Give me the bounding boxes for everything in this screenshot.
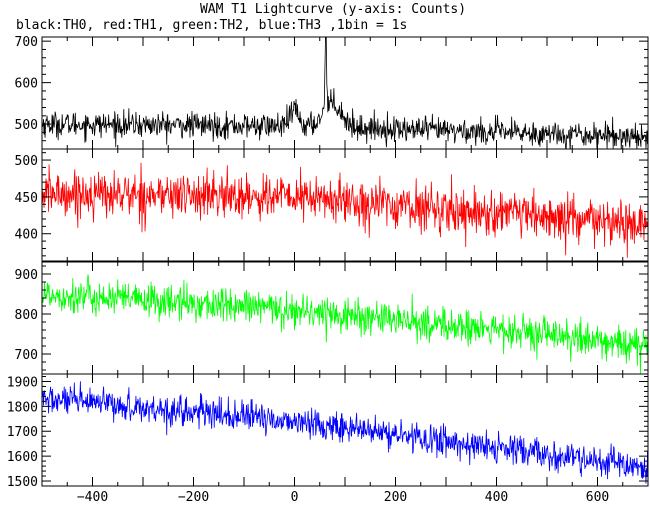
y-tick-label: 700 [15, 348, 38, 363]
panel-frame [41, 36, 649, 150]
series-line-th0 [42, 37, 648, 149]
x-tick-label: 0 [291, 490, 299, 505]
y-tick-label: 400 [15, 228, 38, 243]
y-tick-label: 600 [15, 77, 38, 92]
series-line-th2 [42, 274, 648, 374]
x-axis-ticks: −400 −200 0 200 400 600 [77, 490, 609, 505]
panel-th3: 1500 1600 1700 1800 1900 [7, 373, 649, 490]
y-tick-label: 500 [15, 118, 38, 133]
chart-title: WAM T1 Lightcurve (y-axis: Counts) [200, 2, 466, 17]
x-tick-label: 200 [384, 490, 407, 505]
x-tick-label: 600 [586, 490, 609, 505]
y-tick-label: 700 [15, 35, 38, 50]
y-tick-label: 450 [15, 191, 38, 206]
y-tick-label: 1800 [7, 400, 38, 415]
chart-subtitle: black:TH0, red:TH1, green:TH2, blue:TH3 … [16, 18, 407, 33]
y-tick-label: 800 [15, 308, 38, 323]
series-line-th3 [42, 381, 648, 484]
y-tick-label: 500 [15, 154, 38, 169]
x-tick-label: −200 [178, 490, 209, 505]
panel-th1: 400 450 500 [15, 148, 649, 262]
panel-frame [41, 261, 649, 375]
series-line-th1 [42, 162, 648, 258]
x-tick-label: −400 [77, 490, 108, 505]
y-tick-label: 900 [15, 268, 38, 283]
panel-frame [41, 373, 649, 487]
panel-th2: 700 800 900 [15, 261, 649, 375]
y-tick-label: 1500 [7, 475, 38, 490]
y-tick-label: 1600 [7, 450, 38, 465]
y-tick-label: 1700 [7, 425, 38, 440]
y-tick-label: 1900 [7, 375, 38, 390]
lightcurve-panels: 5006007004004505007008009001500160017001… [7, 35, 649, 490]
x-tick-label: 400 [485, 490, 508, 505]
